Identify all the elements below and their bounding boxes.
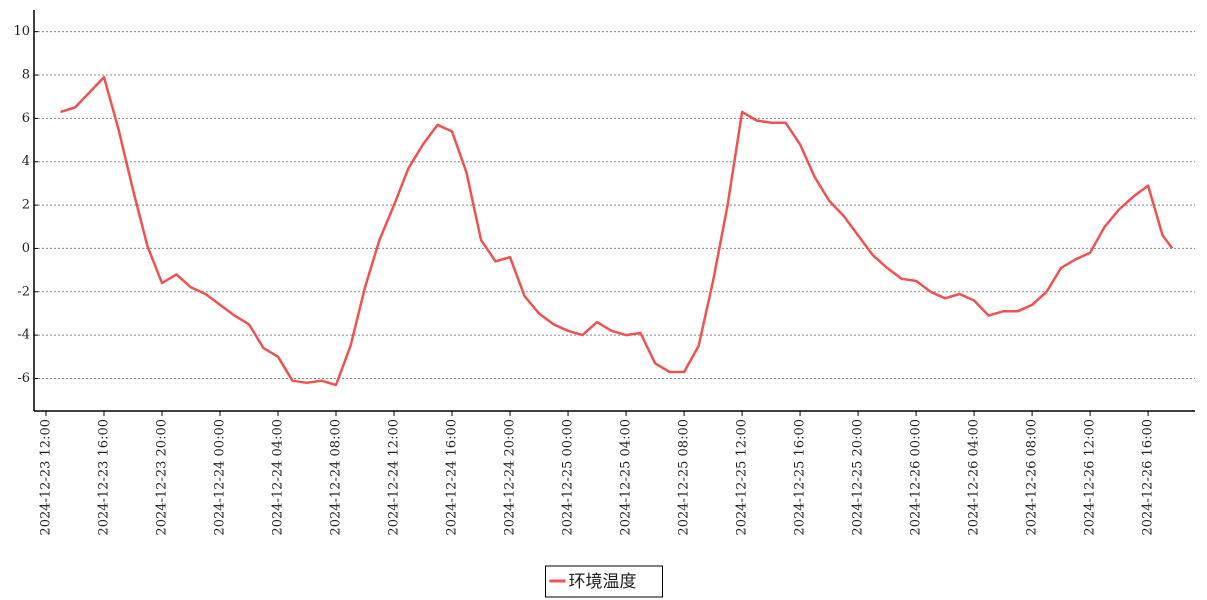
x-tick-label: 2024-12-25 00:00	[561, 419, 576, 536]
y-tick-label: 0	[22, 241, 30, 256]
x-tick-label: 2024-12-24 04:00	[271, 419, 286, 536]
x-tick-label: 2024-12-25 16:00	[793, 419, 808, 536]
y-tick-label: -2	[17, 284, 30, 299]
x-tick-label: 2024-12-24 20:00	[503, 419, 518, 536]
x-tick-label: 2024-12-25 08:00	[677, 419, 692, 536]
x-tick-label: 2024-12-23 12:00	[38, 419, 53, 536]
x-tick-label: 2024-12-25 20:00	[851, 419, 866, 536]
line	[60, 75, 1174, 387]
x-tick-label: 2024-12-26 00:00	[909, 419, 924, 536]
x-tick-label: 2024-12-25 12:00	[735, 419, 750, 536]
x-tick-label: 2024-12-25 04:00	[619, 419, 634, 536]
y-tick-label: -6	[17, 371, 30, 386]
x-tick-label: 2024-12-23 20:00	[154, 419, 169, 536]
y-tick-label: -4	[17, 328, 30, 343]
x-tick-label: 2024-12-26 16:00	[1141, 419, 1156, 536]
x-tick-label: 2024-12-26 08:00	[1025, 419, 1040, 536]
x-tick-label: 2024-12-24 16:00	[445, 419, 460, 536]
y-tick-label: 4	[22, 154, 30, 169]
x-tick-label: 2024-12-26 04:00	[967, 419, 982, 536]
y-tick-label: 6	[22, 111, 30, 126]
x-tick-label: 2024-12-24 12:00	[387, 419, 402, 536]
legend-label: 环境温度	[569, 572, 637, 592]
x-tick-label: 2024-12-24 08:00	[329, 419, 344, 536]
x-tick-label: 2024-12-23 16:00	[96, 419, 111, 536]
y-tick-label: 8	[22, 68, 30, 83]
y-tick-label: 10	[13, 24, 30, 39]
x-tick-label: 2024-12-24 00:00	[212, 419, 227, 536]
x-tick-label: 2024-12-26 12:00	[1083, 419, 1098, 536]
y-tick-label: 2	[22, 198, 30, 213]
legend: 环境温度	[545, 565, 663, 598]
